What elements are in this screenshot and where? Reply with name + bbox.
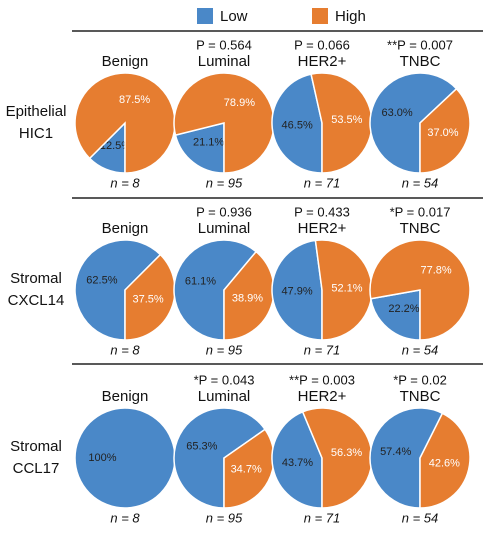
pie-title: Benign <box>102 220 149 237</box>
value-label: 78.9% <box>224 97 255 109</box>
pie-slice <box>271 410 323 509</box>
pie-title: HER2+ <box>298 220 347 237</box>
pie-slice <box>369 72 458 174</box>
legend-swatch <box>197 8 213 24</box>
pie-slice <box>173 407 267 509</box>
value-label: 53.5% <box>331 114 362 126</box>
value-label: 12.5% <box>100 140 131 152</box>
row-label: Stromal <box>10 438 62 455</box>
pie-title: Luminal <box>198 53 251 70</box>
sample-size: n = 8 <box>110 510 140 525</box>
pie-title: TNBC <box>400 53 441 70</box>
row-label: Stromal <box>10 270 62 287</box>
p-value: P = 0.564 <box>196 37 252 52</box>
pie-slice <box>74 239 162 341</box>
value-label: 62.5% <box>86 274 117 286</box>
value-label: 57.4% <box>380 446 411 458</box>
value-label: 65.3% <box>186 440 217 452</box>
pie-slice <box>223 250 275 341</box>
p-value: P = 0.433 <box>294 204 350 219</box>
sample-size: n = 71 <box>304 342 341 357</box>
pie-title: Benign <box>102 53 149 70</box>
value-label: 47.9% <box>281 286 312 298</box>
value-label: 22.2% <box>388 303 419 315</box>
p-value: P = 0.936 <box>196 204 252 219</box>
pie-slice <box>174 122 225 174</box>
sample-size: n = 71 <box>304 175 341 190</box>
pie-slice <box>369 407 444 509</box>
p-value: *P = 0.043 <box>194 372 255 387</box>
p-value: **P = 0.003 <box>289 372 355 387</box>
value-label: 21.1% <box>193 137 224 149</box>
sample-size: n = 54 <box>402 175 439 190</box>
sample-size: n = 95 <box>206 175 243 190</box>
value-label: 34.7% <box>231 463 262 475</box>
pie-slice <box>124 253 176 341</box>
p-value: *P = 0.017 <box>390 204 451 219</box>
value-label: 42.6% <box>429 458 460 470</box>
pie-title: Luminal <box>198 388 251 405</box>
row-label: CCL17 <box>13 460 60 477</box>
pie-slice <box>419 87 471 174</box>
sample-size: n = 95 <box>206 342 243 357</box>
p-value: *P = 0.02 <box>393 372 447 387</box>
pie-title: Luminal <box>198 220 251 237</box>
legend-swatch <box>312 8 328 24</box>
sample-size: n = 54 <box>402 510 439 525</box>
pie-title: TNBC <box>400 388 441 405</box>
pie-slice <box>369 289 421 341</box>
pie-slice <box>271 73 323 174</box>
value-label: 61.1% <box>185 275 216 287</box>
pie-slice <box>271 239 323 341</box>
value-label: 37.0% <box>427 127 458 139</box>
pie-slice <box>223 428 275 509</box>
pie-slice <box>173 239 258 341</box>
pie-slice <box>419 412 471 509</box>
pie-slice <box>74 407 176 509</box>
pie-title: HER2+ <box>298 388 347 405</box>
legend-label: High <box>335 8 366 25</box>
pie-title: HER2+ <box>298 53 347 70</box>
value-label: 52.1% <box>331 282 362 294</box>
value-label: 38.9% <box>232 292 263 304</box>
pie-slice <box>369 239 471 341</box>
sample-size: n = 95 <box>206 510 243 525</box>
sample-size: n = 54 <box>402 342 439 357</box>
value-label: 46.5% <box>282 120 313 132</box>
p-value: P = 0.066 <box>294 37 350 52</box>
row-label: Epithelial <box>6 103 67 120</box>
value-label: 100% <box>88 452 116 464</box>
value-label: 43.7% <box>282 457 313 469</box>
sample-size: n = 71 <box>304 510 341 525</box>
value-label: 37.5% <box>132 293 163 305</box>
sample-size: n = 8 <box>110 342 140 357</box>
row-label: CXCL14 <box>8 292 65 309</box>
value-label: 56.3% <box>331 447 362 459</box>
pie-slice <box>74 72 176 174</box>
pie-slice <box>173 72 275 174</box>
row-label: HIC1 <box>19 125 53 142</box>
value-label: 87.5% <box>119 94 150 106</box>
value-label: 63.0% <box>381 107 412 119</box>
pie-title: TNBC <box>400 220 441 237</box>
sample-size: n = 8 <box>110 175 140 190</box>
pie-title: Benign <box>102 388 149 405</box>
p-value: **P = 0.007 <box>387 37 453 52</box>
value-label: 77.8% <box>420 265 451 277</box>
legend-label: Low <box>220 8 248 25</box>
